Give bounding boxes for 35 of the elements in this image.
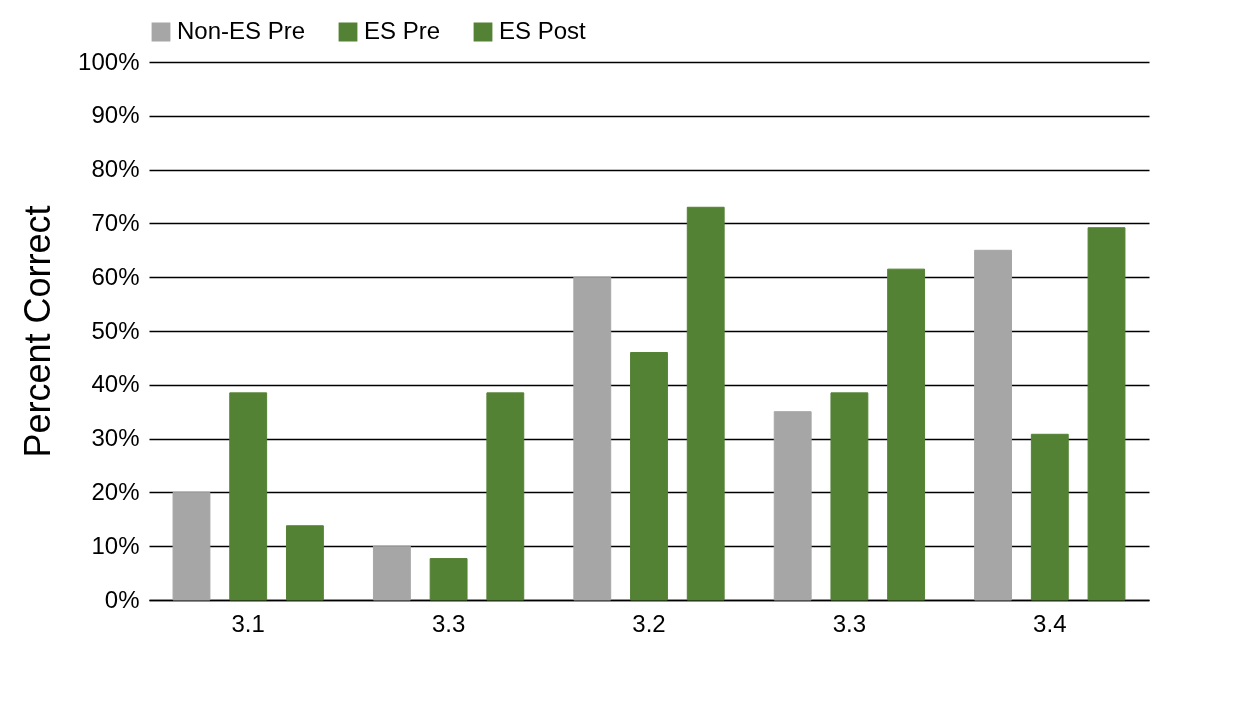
bar xyxy=(429,558,468,601)
bar xyxy=(887,268,926,601)
y-tick-label: 40% xyxy=(91,370,140,398)
y-tick-label: 90% xyxy=(91,101,140,129)
y-tick-label: 50% xyxy=(91,316,140,344)
legend-label: ES Post xyxy=(499,17,587,44)
y-axis-title: Percent Correct xyxy=(17,205,59,458)
bar xyxy=(686,206,725,601)
bar xyxy=(172,491,211,601)
bar xyxy=(773,411,812,601)
x-tick-label: 3.4 xyxy=(1033,609,1067,637)
bar xyxy=(486,392,525,601)
bar xyxy=(974,249,1013,601)
x-tick-label: 3.3 xyxy=(431,609,466,637)
bar xyxy=(229,392,268,601)
y-tick-label: 20% xyxy=(91,477,140,505)
x-tick-label: 3.2 xyxy=(632,609,666,637)
legend-label: ES Pre xyxy=(364,17,441,44)
bar xyxy=(630,352,668,601)
y-tick-label: 100% xyxy=(78,47,140,75)
y-tick-label: 0% xyxy=(104,585,140,613)
bar xyxy=(1030,433,1069,601)
bar xyxy=(372,545,411,601)
y-tick-label: 60% xyxy=(91,262,140,290)
y-tick-label: 70% xyxy=(91,208,140,236)
bar xyxy=(1087,227,1126,601)
x-tick-label: 3.3 xyxy=(832,609,867,637)
y-tick-label: 10% xyxy=(91,531,140,559)
x-tick-label: 3.1 xyxy=(231,609,265,637)
y-tick-label: 80% xyxy=(91,155,140,183)
bar xyxy=(573,276,612,601)
y-tick-label: 30% xyxy=(91,424,140,452)
legend-label: Non-ES Pre xyxy=(177,17,306,44)
bar xyxy=(285,525,324,601)
bar xyxy=(830,392,869,601)
